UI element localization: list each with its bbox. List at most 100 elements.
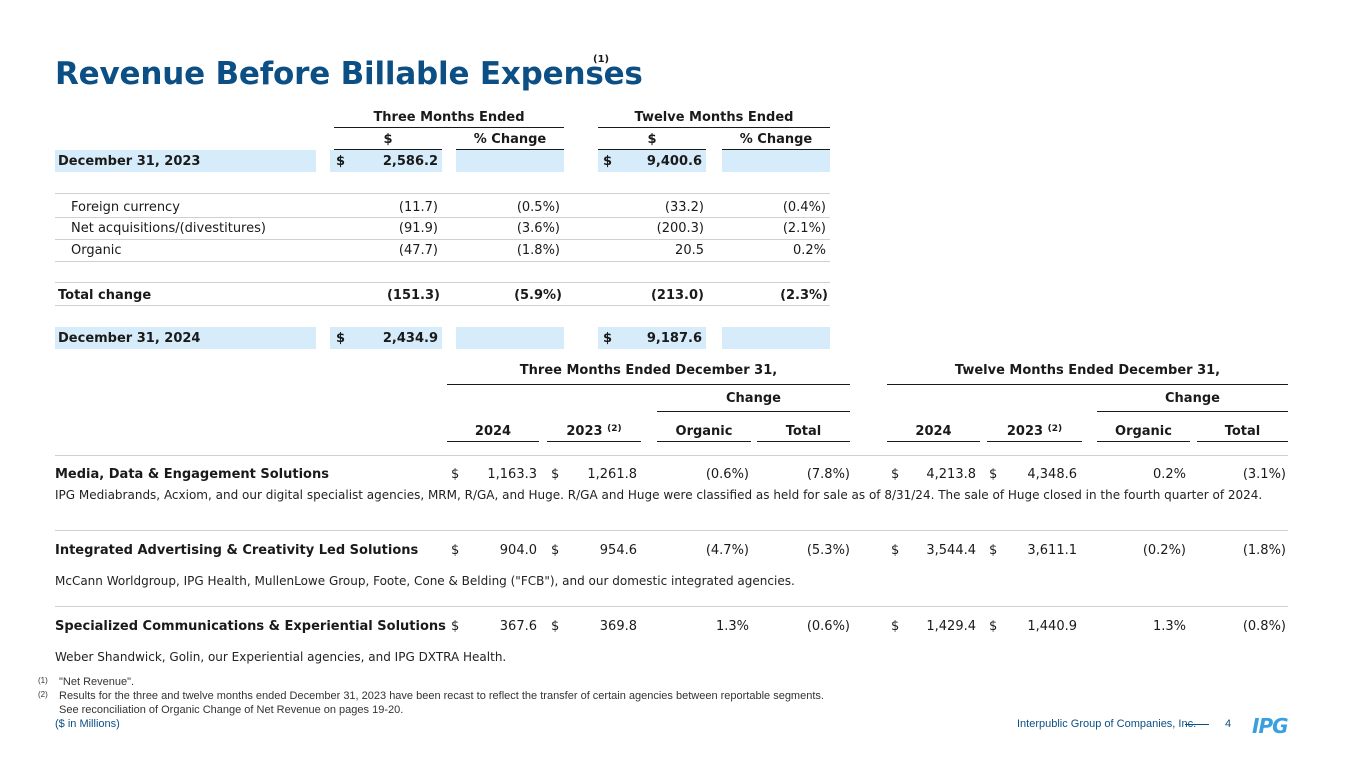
segment-currency: $ [989, 543, 998, 558]
footnote-mark: (2) [38, 690, 48, 699]
footnote-text: Results for the three and twelve months … [59, 690, 824, 702]
row-label: Foreign currency [71, 200, 180, 215]
start-row-currency-12m: $ [603, 154, 613, 169]
units-note: ($ in Millions) [55, 718, 120, 730]
footer-divider [1185, 724, 1209, 725]
segment-q2023: 369.8 [599, 619, 637, 634]
start-row-currency-3m: $ [336, 154, 346, 169]
segment-q2024: 904.0 [499, 543, 537, 558]
col-header-2023-3m: 2023 (2) [566, 424, 622, 439]
change-header-12m: Change [1165, 391, 1220, 406]
col-header-organic-3m: Organic [675, 424, 733, 439]
end-row-value-3m: 2,434.9 [382, 331, 438, 346]
segment-currency: $ [891, 467, 900, 482]
row-value-3m: (11.7) [398, 200, 438, 215]
row-pct-3m: (3.6%) [516, 221, 560, 236]
end-row-currency-12m: $ [603, 331, 613, 346]
segment-description: McCann Worldgroup, IPG Health, MullenLow… [55, 574, 795, 588]
segment-description: Weber Shandwick, Golin, our Experiential… [55, 650, 507, 664]
col-header-organic-12m: Organic [1115, 424, 1172, 439]
row-value-3m: (47.7) [398, 243, 438, 258]
segment-q2023: 954.6 [599, 543, 637, 558]
segment-y-organic: 1.3% [1152, 619, 1186, 634]
total-pct-3m: (5.9%) [514, 288, 562, 303]
segment-q2024: 1,163.3 [487, 467, 537, 482]
segment-q-organic: 1.3% [715, 619, 749, 634]
segment-y-total: (3.1%) [1242, 467, 1286, 482]
group-header-three-months: Three Months Ended [373, 110, 525, 125]
segment-currency: $ [451, 467, 460, 482]
footnote-text: "Net Revenue". [59, 676, 135, 688]
segment-y2023: 1,440.9 [1027, 619, 1077, 634]
group-header-twelve-months: Twelve Months Ended [634, 110, 794, 125]
row-label: Organic [71, 243, 122, 258]
row-pct-3m: (1.8%) [516, 243, 560, 258]
col-header-pct-3m: % Change [473, 132, 547, 147]
ipg-logo: IPG [1252, 714, 1289, 738]
segment-currency: $ [891, 543, 900, 558]
col-header-dollar-12m: $ [647, 132, 657, 147]
seg-group-header-3m: Three Months Ended December 31, [519, 363, 778, 378]
segment-q-total: (0.6%) [806, 619, 850, 634]
segment-y2024: 3,544.4 [926, 543, 976, 558]
total-row-label: Total change [58, 288, 152, 303]
segment-y2024: 1,429.4 [926, 619, 976, 634]
segment-q2024: 367.6 [499, 619, 537, 634]
page-title: Revenue Before Billable Expenses [55, 56, 643, 92]
col-header-pct-12m: % Change [739, 132, 813, 147]
page-number: 4 [1225, 718, 1232, 730]
start-row-value-12m: 9,400.6 [646, 154, 702, 169]
end-row-currency-3m: $ [336, 331, 346, 346]
end-row-label: December 31, 2024 [58, 331, 201, 346]
seg-group-header-12m: Twelve Months Ended December 31, [954, 363, 1221, 378]
start-row-label: December 31, 2023 [58, 154, 201, 169]
segment-name: Media, Data & Engagement Solutions [55, 467, 329, 482]
start-row-value-3m: 2,586.2 [382, 154, 438, 169]
footnote-mark: (1) [38, 676, 48, 685]
change-header-3m: Change [726, 391, 781, 406]
segment-currency: $ [551, 543, 560, 558]
row-pct-12m: (2.1%) [782, 221, 826, 236]
segment-name: Integrated Advertising & Creativity Led … [55, 543, 419, 558]
segment-currency: $ [451, 619, 460, 634]
segment-q2023: 1,261.8 [587, 467, 637, 482]
footnote-text: See reconciliation of Organic Change of … [59, 704, 404, 716]
row-pct-12m: (0.4%) [782, 200, 826, 215]
footer-company: Interpublic Group of Companies, Inc. [1017, 718, 1197, 730]
segment-description: IPG Mediabrands, Acxiom, and our digital… [55, 488, 1263, 502]
row-value-12m: (33.2) [664, 200, 704, 215]
col-header-2024-3m: 2024 [474, 424, 512, 439]
total-value-12m: (213.0) [650, 288, 704, 303]
segment-y-total: (1.8%) [1242, 543, 1286, 558]
row-label: Net acquisitions/(divestitures) [71, 221, 266, 236]
row-pct-12m: 0.2% [792, 243, 826, 258]
segment-currency: $ [551, 619, 560, 634]
segment-currency: $ [451, 543, 460, 558]
segment-y-organic: (0.2%) [1142, 543, 1186, 558]
title-footnote-mark: (1) [593, 54, 610, 65]
col-header-dollar-3m: $ [383, 132, 393, 147]
segment-currency: $ [989, 467, 998, 482]
segment-q-organic: (4.7%) [705, 543, 749, 558]
segment-y2024: 4,213.8 [926, 467, 976, 482]
row-value-3m: (91.9) [398, 221, 438, 236]
col-header-2024-12m: 2024 [915, 424, 952, 439]
col-header-total-3m: Total [785, 424, 822, 439]
segment-q-total: (7.8%) [806, 467, 850, 482]
segment-q-total: (5.3%) [806, 543, 850, 558]
segment-q-organic: (0.6%) [705, 467, 749, 482]
segment-y2023: 3,611.1 [1027, 543, 1077, 558]
segment-currency: $ [551, 467, 560, 482]
col-header-total-12m: Total [1224, 424, 1261, 439]
col-header-2023-12m: 2023 (2) [1006, 424, 1063, 439]
row-value-12m: 20.5 [675, 243, 704, 258]
segment-currency: $ [989, 619, 998, 634]
row-pct-3m: (0.5%) [516, 200, 560, 215]
segment-name: Specialized Communications & Experientia… [55, 619, 446, 634]
segment-y2023: 4,348.6 [1027, 467, 1077, 482]
total-value-3m: (151.3) [386, 288, 440, 303]
total-pct-12m: (2.3%) [780, 288, 828, 303]
end-row-value-12m: 9,187.6 [646, 331, 702, 346]
segment-currency: $ [891, 619, 900, 634]
segment-y-organic: 0.2% [1152, 467, 1186, 482]
